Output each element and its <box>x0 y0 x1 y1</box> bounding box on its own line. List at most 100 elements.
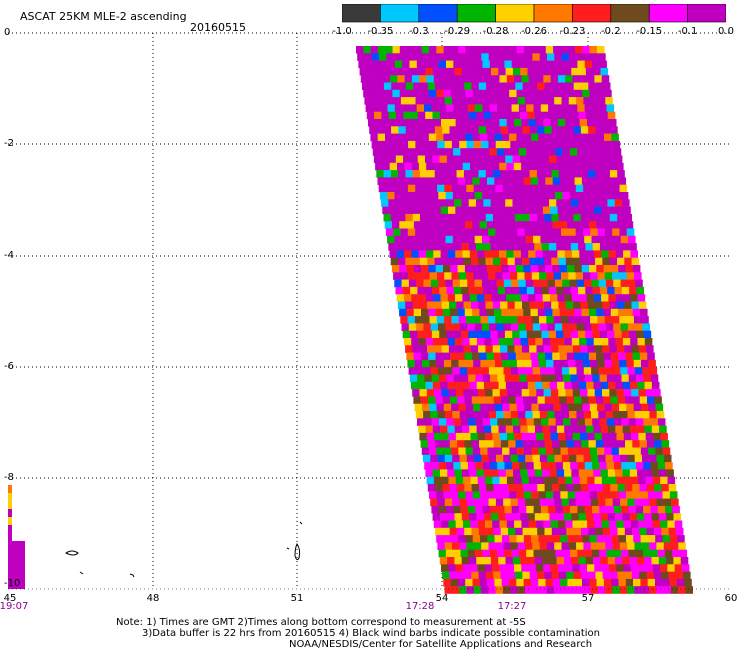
swath-pixel <box>491 338 500 346</box>
swath-pixel <box>503 367 512 375</box>
swath-pixel <box>589 46 598 54</box>
swath-pixel <box>633 447 642 456</box>
swath-pixel <box>596 177 605 185</box>
swath-pixel <box>478 82 487 91</box>
swath-pixel <box>460 235 468 244</box>
swath-pixel <box>622 469 631 477</box>
swath-pixel <box>407 228 416 237</box>
swath-pixel <box>447 557 455 565</box>
swath-pixel <box>463 213 472 222</box>
swath-pixel <box>398 82 407 91</box>
swath-pixel <box>592 462 600 470</box>
swath-pixel <box>489 323 497 331</box>
swath-pixel <box>563 418 571 426</box>
swath-pixel <box>668 527 677 536</box>
swath-pixel <box>364 97 372 105</box>
swath-pixel <box>620 454 628 463</box>
swath-pixel <box>599 418 608 426</box>
swath-pixel <box>586 250 595 258</box>
swath-pixel <box>612 542 621 550</box>
swath-pixel <box>485 257 494 266</box>
swath-pixel <box>625 396 633 404</box>
swath-pixel <box>568 97 577 105</box>
swath-pixel <box>487 177 495 185</box>
swath-pixel <box>674 520 683 529</box>
swath-pixel <box>503 97 511 105</box>
swath-pixel <box>650 374 659 383</box>
swath-pixel <box>446 462 454 470</box>
swath-pixel <box>380 148 388 156</box>
swath-pixel <box>418 250 427 258</box>
swath-pixel <box>519 374 527 383</box>
swath-pixel <box>540 104 549 112</box>
swath-pixel <box>520 469 528 477</box>
swath-pixel <box>482 418 491 426</box>
swath-pixel <box>613 148 622 156</box>
swath-pixel <box>511 549 520 558</box>
swath-pixel <box>375 119 383 127</box>
swath-pixel <box>478 213 486 222</box>
swath-pixel <box>501 177 510 185</box>
swath-pixel <box>486 527 494 536</box>
swath-pixel <box>557 381 565 390</box>
swath-pixel <box>560 89 568 98</box>
swath-pixel <box>474 279 483 288</box>
swath-pixel <box>593 338 602 346</box>
swath-pixel <box>627 367 636 375</box>
swath-pixel <box>507 571 516 580</box>
swath-pixel <box>428 221 437 229</box>
swath-pixel <box>566 484 575 492</box>
swath-pixel <box>372 104 381 112</box>
swath-pixel <box>571 381 580 390</box>
swath-pixel <box>615 513 623 521</box>
swath-pixel <box>654 484 662 492</box>
swath-pixel <box>502 316 511 324</box>
swath-pixel <box>504 148 512 156</box>
swath-pixel <box>614 286 623 295</box>
swath-pixel <box>540 192 549 200</box>
swath-pixel <box>542 513 550 521</box>
swath-pixel <box>420 213 428 222</box>
swath-pixel <box>591 148 600 156</box>
swath-pixel <box>565 476 573 485</box>
swath-pixel <box>483 199 491 207</box>
swath-pixel <box>503 323 512 331</box>
swath-pixel <box>574 89 583 98</box>
swath-pixel <box>496 411 504 419</box>
swath-pixel <box>519 155 528 164</box>
swath-pixel <box>584 418 593 426</box>
swath-pixel <box>388 199 396 207</box>
swath-pixel <box>450 221 458 229</box>
swath-pixel <box>531 89 539 98</box>
swath-pixel <box>473 542 482 550</box>
swath-pixel <box>580 257 589 266</box>
swath-pixel <box>638 520 646 529</box>
swath-pixel <box>536 389 544 397</box>
swath-pixel <box>459 367 468 375</box>
swath-pixel <box>553 89 561 98</box>
swath-pixel <box>508 82 516 91</box>
swath-pixel <box>473 140 482 149</box>
swath-pixel <box>561 454 570 463</box>
swath-pixel <box>479 352 487 361</box>
swath-pixel <box>387 235 395 244</box>
swath-pixel <box>428 396 436 404</box>
swath-pixel <box>442 571 450 580</box>
swath-pixel <box>508 177 517 185</box>
swath-pixel <box>662 491 671 499</box>
swath-pixel <box>581 265 590 273</box>
swath-pixel <box>458 359 467 368</box>
swath-pixel <box>534 111 543 120</box>
swath-pixel <box>618 535 627 543</box>
swath-pixel <box>585 374 593 383</box>
swath-pixel <box>487 491 495 499</box>
swath-pixel <box>533 374 542 383</box>
swath-pixel <box>650 462 659 470</box>
swath-pixel <box>473 403 481 412</box>
swath-pixel <box>510 53 519 61</box>
swath-pixel <box>683 571 691 580</box>
swath-pixel <box>539 53 548 61</box>
swath-pixel <box>636 286 644 295</box>
swath-pixel <box>637 294 646 302</box>
swath-pixel <box>648 586 657 594</box>
